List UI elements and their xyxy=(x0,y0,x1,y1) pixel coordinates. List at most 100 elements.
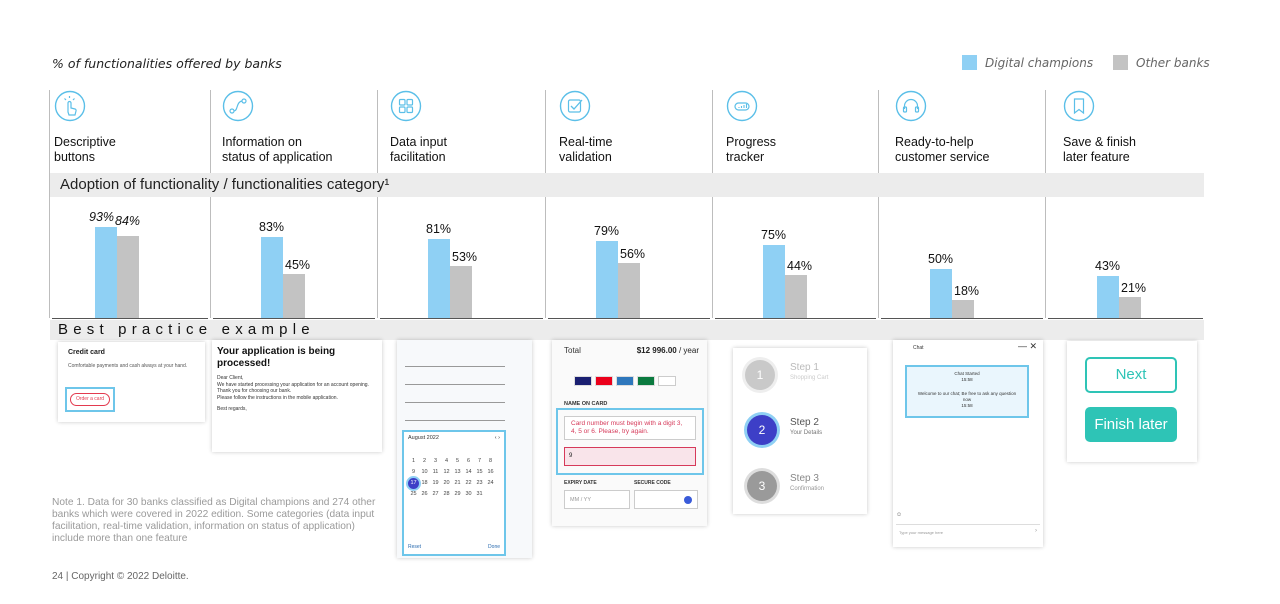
legend-digital: Digital champions xyxy=(962,55,1093,70)
progress-chart-icon xyxy=(726,90,758,122)
calendar-day[interactable]: 20 xyxy=(443,480,450,486)
calendar-day[interactable]: 6 xyxy=(466,458,471,464)
calendar-day[interactable]: 13 xyxy=(454,469,461,475)
bar-digital-champions xyxy=(763,244,785,318)
expiry-input[interactable]: MM / YY xyxy=(564,490,630,509)
calendar-day[interactable]: 4 xyxy=(444,458,449,464)
calendar-day[interactable]: 22 xyxy=(465,480,472,486)
calendar-day[interactable]: 3 xyxy=(433,458,438,464)
bar-digital-champions xyxy=(596,240,618,318)
calendar-day[interactable]: 1 xyxy=(411,458,416,464)
status-body-1: We have started processing your applicat… xyxy=(217,381,369,388)
calendar-day[interactable]: 7 xyxy=(477,458,482,464)
category-label-line1: Save & finish xyxy=(1063,135,1136,149)
status-body-2: Thank you for choosing our bank. xyxy=(217,388,292,394)
name-on-card-label: NAME ON CARD xyxy=(564,401,608,407)
calendar-done-button[interactable]: Done xyxy=(488,544,500,550)
status-sign: Best regards, xyxy=(217,406,247,412)
category-label-line1: Ready-to-help xyxy=(895,135,974,149)
calendar-day[interactable]: 31 xyxy=(476,491,483,497)
calendar-day[interactable]: 28 xyxy=(443,491,450,497)
step-1-subtitle: Shopping Cart xyxy=(790,375,829,381)
status-body-3: Please follow the instructions in the mo… xyxy=(217,394,338,401)
calendar-day[interactable]: 27 xyxy=(432,491,439,497)
data-label-digital: 83% xyxy=(259,219,285,234)
order-card-highlight: Order a card xyxy=(65,387,115,412)
calendar-day[interactable]: 23 xyxy=(476,480,483,486)
chat-message-input[interactable]: Type your message here xyxy=(896,524,1040,540)
close-icon[interactable]: — ✕ xyxy=(1017,341,1037,351)
legend-other: Other banks xyxy=(1113,55,1210,70)
category-status-info: Information on status of application xyxy=(222,90,382,165)
chart-baseline xyxy=(380,318,543,319)
calendar-day[interactable]: 12 xyxy=(443,469,450,475)
example-progress-tracker: 1 Step 1 Shopping Cart 2 Step 2 Your Det… xyxy=(733,348,867,514)
column-divider xyxy=(377,90,378,318)
step-2-subtitle: Your Details xyxy=(790,430,823,436)
category-label-line1: Descriptive xyxy=(54,135,116,149)
calendar-day[interactable]: 30 xyxy=(465,491,472,497)
card-number-input[interactable]: 9 xyxy=(564,447,696,466)
category-data-input: Data input facilitation xyxy=(390,90,550,165)
calendar-reset-button[interactable]: Reset xyxy=(408,544,422,550)
bar-digital-champions xyxy=(428,238,450,318)
chart-baseline xyxy=(548,318,710,319)
calendar-day[interactable]: 18 xyxy=(421,480,428,486)
order-card-button[interactable]: Order a card xyxy=(70,393,110,406)
calendar-day[interactable]: 11 xyxy=(432,469,439,475)
secure-code-label: SECURE CODE xyxy=(634,480,671,486)
bar-other-banks xyxy=(117,235,139,318)
bar-digital-champions xyxy=(930,269,952,318)
form-line xyxy=(405,402,505,403)
next-button[interactable]: Next xyxy=(1085,357,1177,393)
calendar-day[interactable]: 17 xyxy=(408,478,419,489)
help-icon[interactable] xyxy=(684,496,692,504)
calendar-day[interactable]: 14 xyxy=(465,469,472,475)
emoji-icon[interactable]: ☺ xyxy=(896,512,903,518)
send-icon[interactable]: › xyxy=(1035,528,1037,534)
mastercard-logo xyxy=(595,376,613,386)
calendar-popup: August 2022 ‹ › 1 2 3 4 5 6 7 8 9 10 11 12 13 14 15 16 1… xyxy=(402,430,506,556)
bookmark-icon xyxy=(1063,90,1095,122)
category-label-line2: status of application xyxy=(222,150,333,164)
category-label-line1: Real-time xyxy=(559,135,613,149)
step-1-circle: 1 xyxy=(745,360,775,390)
calendar-day[interactable]: 21 xyxy=(454,480,461,486)
category-save-finish: Save & finish later feature xyxy=(1063,90,1223,165)
total-value: $12 996.00 xyxy=(636,346,677,355)
bar-other-banks xyxy=(785,274,807,318)
category-label-line2: facilitation xyxy=(390,150,446,164)
data-label-other: 56% xyxy=(620,247,646,262)
data-label-digital: 43% xyxy=(1095,258,1121,273)
column-divider xyxy=(210,90,211,318)
calendar-day[interactable]: 19 xyxy=(432,480,439,486)
legend-swatch-other xyxy=(1113,55,1128,70)
data-label-other: 21% xyxy=(1121,281,1147,296)
flow-path-icon xyxy=(222,90,254,122)
step-2-title: Step 2 xyxy=(790,417,819,428)
footer-copyright: 24 | Copyright © 2022 Deloitte. xyxy=(52,571,189,582)
calendar-day[interactable]: 10 xyxy=(421,469,428,475)
calendar-day[interactable]: 15 xyxy=(476,469,483,475)
calendar-day[interactable]: 2 xyxy=(422,458,427,464)
column-divider xyxy=(545,90,546,318)
adoption-band-label: Adoption of functionality / functionalit… xyxy=(60,176,390,193)
category-label-line1: Data input xyxy=(390,135,447,149)
finish-later-button[interactable]: Finish later xyxy=(1085,407,1177,442)
example-save-finish: Next Finish later xyxy=(1067,341,1197,462)
calendar-day[interactable]: 29 xyxy=(454,491,461,497)
calendar-day[interactable]: 25 xyxy=(410,491,417,497)
data-label-digital: 93% xyxy=(89,209,115,224)
calendar-nav-icon[interactable]: ‹ › xyxy=(494,435,500,441)
status-title: Your application is being processed! xyxy=(217,346,336,369)
secure-code-input[interactable] xyxy=(634,490,698,509)
calendar-day[interactable]: 9 xyxy=(411,469,416,475)
example-payment-validation: Total $12 996.00 / year NAME ON CARD Car… xyxy=(552,340,707,526)
chat-time: 15:58 xyxy=(961,377,973,382)
calendar-day[interactable]: 26 xyxy=(421,491,428,497)
calendar-day[interactable]: 24 xyxy=(487,480,494,486)
calendar-day[interactable]: 16 xyxy=(487,469,494,475)
calendar-day[interactable]: 5 xyxy=(455,458,460,464)
calendar-day[interactable]: 8 xyxy=(488,458,493,464)
bar-other-banks xyxy=(952,300,974,318)
